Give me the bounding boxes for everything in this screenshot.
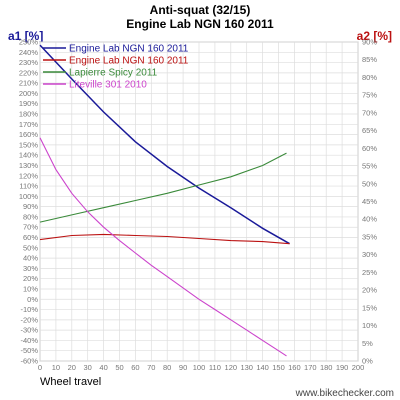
y1-tick-label: 70%	[23, 223, 38, 232]
y1-tick-label: -60%	[20, 357, 38, 366]
x-tick-label: 130	[240, 363, 253, 372]
x-tick-label: 190	[336, 363, 349, 372]
y1-tick-label: 200%	[19, 89, 39, 98]
y1-tick-label: 250%	[19, 38, 39, 47]
y1-tick-label: 90%	[23, 202, 38, 211]
y1-tick-label: 220%	[19, 68, 39, 77]
x-tick-label: 170	[304, 363, 317, 372]
x-tick-label: 30	[84, 363, 92, 372]
y1-tick-label: 20%	[23, 274, 38, 283]
y2-tick-label: 35%	[362, 232, 377, 241]
series-line	[39, 137, 287, 357]
y2-tick-label: 10%	[362, 321, 377, 330]
y2-tick-label: 65%	[362, 126, 377, 135]
x-tick-label: 50	[115, 363, 123, 372]
y1-tick-label: 240%	[19, 48, 39, 57]
x-tick-label: 0	[38, 363, 42, 372]
x-tick-label: 140	[256, 363, 269, 372]
y1-tick-label: 0%	[27, 295, 38, 304]
y2-tick-label: 55%	[362, 162, 377, 171]
y2-tick-label: 45%	[362, 197, 377, 206]
y2-tick-label: 0%	[362, 357, 373, 366]
legend-entry: Lapierre Spicy 2011	[69, 68, 158, 79]
x-axis-label: Wheel travel	[40, 376, 101, 388]
x-tick-label: 100	[193, 363, 206, 372]
watermark-text: www.bikechecker.com	[295, 388, 394, 399]
x-tick-label: 40	[99, 363, 107, 372]
y1-tick-label: -40%	[20, 336, 38, 345]
y1-tick-label: 180%	[19, 110, 39, 119]
y1-tick-label: 230%	[19, 58, 39, 67]
x-tick-label: 10	[52, 363, 60, 372]
chart-subtitle: Engine Lab NGN 160 2011	[126, 17, 274, 31]
series-lines	[39, 44, 290, 357]
chart-title: Anti-squat (32/15)	[150, 3, 251, 17]
y1-tick-label: 140%	[19, 151, 39, 160]
y1-tick-label: 80%	[23, 212, 38, 221]
y1-axis-label: a1 [%]	[8, 29, 43, 43]
series-line	[39, 44, 290, 245]
y2-tick-label: 70%	[362, 108, 377, 117]
y1-tick-label: 150%	[19, 140, 39, 149]
y1-tick-label: 130%	[19, 161, 39, 170]
y2-tick-label: 90%	[362, 38, 377, 47]
y2-axis-label: a2 [%]	[357, 29, 392, 43]
grid	[39, 41, 359, 362]
y2-tick-label: 25%	[362, 268, 377, 277]
y1-tick-label: 190%	[19, 99, 39, 108]
x-tick-label: 180	[320, 363, 333, 372]
y1-tick-label: -50%	[20, 346, 38, 355]
y2-tick-label: 75%	[362, 91, 377, 100]
y2-tick-label: 50%	[362, 179, 377, 188]
y1-tick-label: 170%	[19, 120, 39, 129]
y1-tick-label: 30%	[23, 264, 38, 273]
y1-tick-label: 120%	[19, 171, 39, 180]
legend-entry: Liteville 301 2010	[69, 80, 147, 91]
y2-tick-label: 15%	[362, 303, 377, 312]
y2-tick-label: 60%	[362, 144, 377, 153]
series-line	[39, 233, 290, 245]
x-tick-label: 60	[131, 363, 139, 372]
y2-tick-label: 85%	[362, 55, 377, 64]
tick-labels: 0 10 20 30 40 50 60 70 80 90 100 110 120 130 140 150 160…	[19, 38, 378, 373]
legend-entry: Engine Lab NGN 160 2011	[69, 56, 189, 67]
y1-tick-label: -20%	[20, 315, 38, 324]
x-tick-label: 120	[225, 363, 238, 372]
y1-tick-label: 100%	[19, 192, 39, 201]
y1-tick-label: 50%	[23, 243, 38, 252]
y2-tick-label: 5%	[362, 339, 373, 348]
y1-tick-label: 60%	[23, 233, 38, 242]
x-tick-label: 20	[68, 363, 76, 372]
x-tick-label: 90	[179, 363, 187, 372]
y1-tick-label: 40%	[23, 254, 38, 263]
y2-tick-label: 20%	[362, 286, 377, 295]
y2-tick-label: 30%	[362, 250, 377, 259]
y1-tick-label: -30%	[20, 326, 38, 335]
x-tick-label: 110	[209, 363, 221, 372]
x-tick-label: 200	[352, 363, 365, 372]
y1-tick-label: 160%	[19, 130, 39, 139]
y1-tick-label: 210%	[19, 79, 39, 88]
x-tick-label: 150	[272, 363, 285, 372]
y2-tick-label: 80%	[362, 73, 377, 82]
y1-tick-label: 110%	[19, 182, 38, 191]
y2-tick-label: 40%	[362, 215, 377, 224]
y1-tick-label: 10%	[23, 284, 38, 293]
y1-tick-label: -10%	[20, 305, 38, 314]
x-tick-label: 70	[147, 363, 155, 372]
x-tick-label: 80	[163, 363, 171, 372]
legend-entry: Engine Lab NGN 160 2011	[69, 44, 189, 55]
series-line	[39, 152, 287, 223]
x-tick-label: 160	[288, 363, 301, 372]
